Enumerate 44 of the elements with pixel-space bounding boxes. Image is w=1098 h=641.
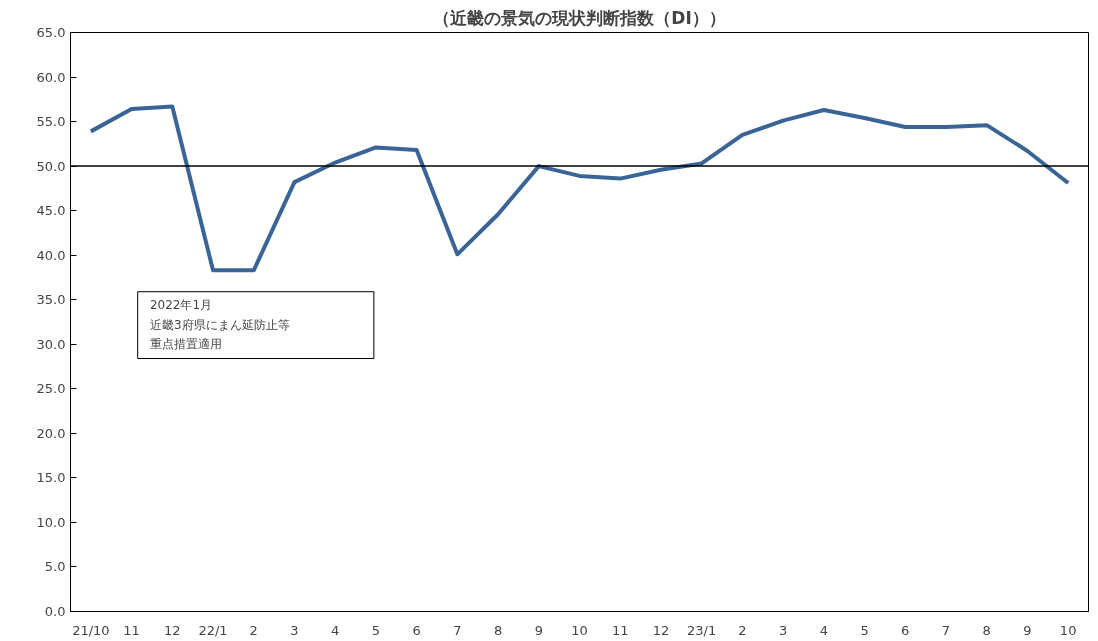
x-tick-label: 2 [249, 622, 258, 638]
x-tick-label: 3 [778, 622, 788, 638]
y-tick-label: 65.0 [36, 25, 66, 40]
y-tick-label: 5.0 [44, 559, 66, 575]
x-tick-label: 21/10 [72, 622, 110, 638]
x-tick-label: 9 [534, 622, 543, 638]
x-tick-label: 12 [652, 622, 670, 638]
annotation: 2022年1月 [149, 297, 213, 312]
x-tick-label: 22/1 [198, 622, 228, 638]
x-tick-label: 5 [860, 622, 869, 638]
chart-title: （近畿の景気の現状判断指数（DI）） [433, 7, 726, 28]
x-tick-label: 8 [493, 622, 503, 638]
x-tick-label: 8 [982, 622, 991, 638]
x-tick-label: 2 [738, 622, 747, 638]
x-tick-label: 4 [819, 622, 828, 638]
x-tick-label: 12 [164, 622, 181, 638]
x-tick-label: 10 [571, 622, 588, 638]
x-tick-label: 3 [290, 622, 299, 638]
x-tick-label: 23/1 [687, 622, 717, 638]
y-tick-label: 45.0 [36, 203, 66, 219]
y-tick-label: 60.0 [36, 69, 66, 85]
x-tick-label: 6 [901, 622, 910, 638]
y-tick-label: 10.0 [36, 514, 66, 530]
y-tick-label: 0.0 [44, 604, 66, 619]
y-tick-label: 35.0 [36, 292, 66, 308]
x-tick-label: 6 [412, 622, 421, 638]
y-tick-label: 25.0 [36, 381, 66, 397]
x-tick-label: 11 [611, 622, 629, 638]
x-tick-label: 10 [1059, 622, 1077, 638]
x-tick-label: 7 [941, 622, 951, 638]
x-tick-label: 5 [371, 622, 381, 638]
y-tick-label: 40.0 [36, 247, 66, 263]
y-tick-label: 20.0 [36, 425, 66, 441]
y-tick-label: 50.0 [36, 158, 66, 174]
x-tick-label: 9 [1023, 622, 1032, 638]
line-series [88, 104, 1071, 273]
annotation: 近畿3府県にまん延防止等 [149, 317, 290, 332]
y-tick-label: 55.0 [36, 114, 66, 130]
annotation: 重点措置適用 [149, 337, 222, 352]
x-tick-label: 4 [331, 622, 340, 638]
x-tick-label: 11 [123, 622, 140, 638]
y-tick-label: 15.0 [36, 470, 66, 486]
y-tick-label: 30.0 [36, 336, 66, 352]
x-tick-label: 7 [453, 622, 462, 638]
